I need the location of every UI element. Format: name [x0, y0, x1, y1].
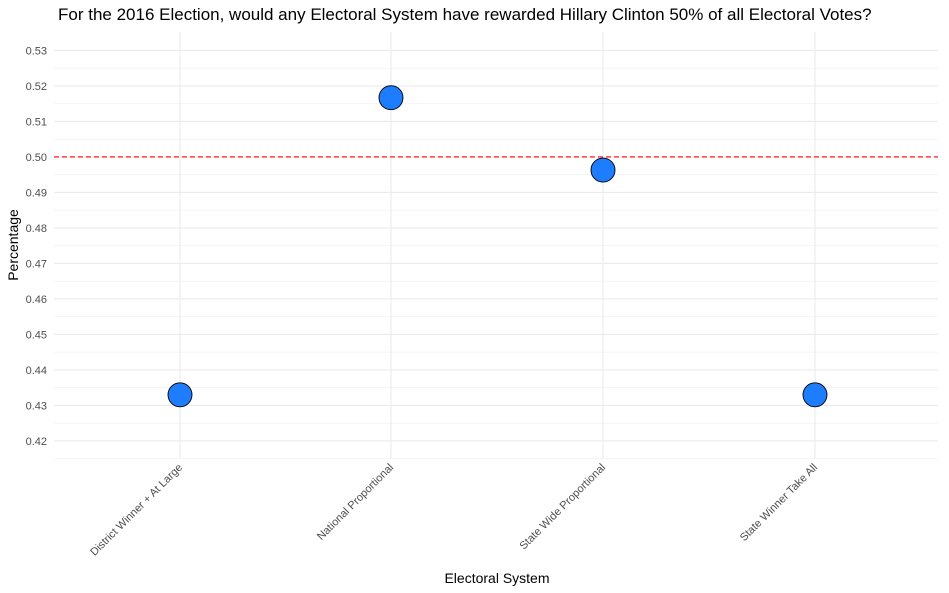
y-tick-labels: 0.42 0.43 0.44 0.45 0.46 0.47 0.48 0.49 0.50 0.51…: [26, 45, 47, 448]
x-tick-label: State Wide Proportional: [517, 462, 608, 553]
y-axis-title: Percentage: [5, 209, 21, 281]
y-tick-label: 0.50: [26, 152, 47, 164]
y-tick-label: 0.49: [26, 187, 47, 199]
data-point: [590, 157, 616, 183]
y-tick-label: 0.44: [26, 365, 47, 377]
x-tick-labels: District Winner + At Large National Propo…: [88, 462, 820, 559]
x-axis-title: Electoral System: [444, 570, 549, 586]
data-point: [378, 85, 404, 111]
y-tick-label: 0.48: [26, 223, 47, 235]
y-tick-label: 0.47: [26, 258, 47, 270]
data-points: [167, 85, 828, 408]
y-tick-label: 0.46: [26, 294, 47, 306]
y-tick-label: 0.51: [26, 116, 47, 128]
data-point: [167, 382, 193, 408]
y-tick-label: 0.53: [26, 45, 47, 57]
y-tick-label: 0.42: [26, 436, 47, 448]
y-tick-label: 0.43: [26, 400, 47, 412]
x-tick-label: District Winner + At Large: [88, 462, 185, 559]
chart-title: For the 2016 Election, would any Elector…: [58, 5, 872, 24]
y-tick-label: 0.52: [26, 81, 47, 93]
x-tick-label: State Winner Take All: [738, 462, 820, 544]
y-tick-label: 0.45: [26, 329, 47, 341]
data-point: [802, 382, 828, 408]
x-tick-label: National Proportional: [315, 462, 396, 543]
